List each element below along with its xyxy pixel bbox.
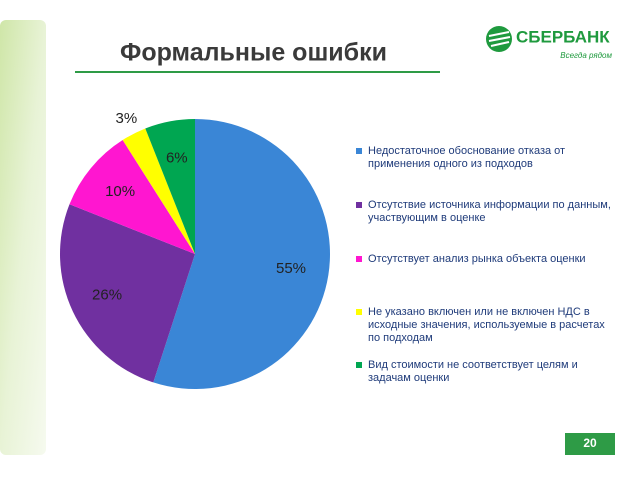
legend-item: Отсутствует анализ рынка объекта оценки: [356, 253, 613, 266]
legend-swatch: [356, 202, 362, 208]
legend-label: Отсутствует анализ рынка объекта оценки: [368, 253, 586, 265]
page-number: 20: [583, 436, 597, 450]
legend-item: Недостаточное обоснование отказа от прим…: [356, 145, 613, 171]
data-label: 10%: [105, 183, 135, 200]
data-label: 3%: [116, 110, 138, 127]
legend-label: Вид стоимости не соответствует целям и з…: [368, 359, 578, 384]
legend-item: Не указано включен или не включен НДС в …: [356, 306, 613, 345]
data-label: 55%: [276, 260, 306, 277]
logo-stripes: [488, 31, 511, 47]
data-label: 26%: [92, 286, 122, 303]
legend-swatch: [356, 256, 362, 262]
legend-label: Недостаточное обоснование отказа от прим…: [368, 145, 566, 170]
logo-name: СБЕРБАНК: [516, 27, 610, 46]
page-number-box: [565, 433, 615, 455]
legend-swatch: [356, 148, 362, 154]
logo-slogan: Всегда рядом: [560, 51, 612, 60]
data-label: 6%: [166, 149, 188, 166]
pie-slice: [59, 204, 195, 383]
pie-slice: [122, 128, 195, 254]
legend-label: Не указано включен или не включен НДС в …: [368, 306, 605, 344]
slide-title: Формальные ошибки: [120, 39, 387, 67]
legend-item: Отсутствие источника информации по данны…: [356, 199, 613, 225]
pie-slice: [145, 119, 195, 254]
legend-swatch: [356, 362, 362, 368]
pie: 55% 26% 10% 3% 6%: [59, 110, 330, 390]
legend-label: Отсутствие источника информации по данны…: [368, 199, 611, 224]
side-decoration: [0, 20, 46, 455]
pie-slice: [69, 140, 195, 254]
logo: СБЕРБАНК Всегда рядом: [486, 26, 613, 60]
legend-item: Вид стоимости не соответствует целям и з…: [356, 359, 613, 385]
pie-slice: [153, 119, 330, 390]
legend-swatch: [356, 309, 362, 315]
